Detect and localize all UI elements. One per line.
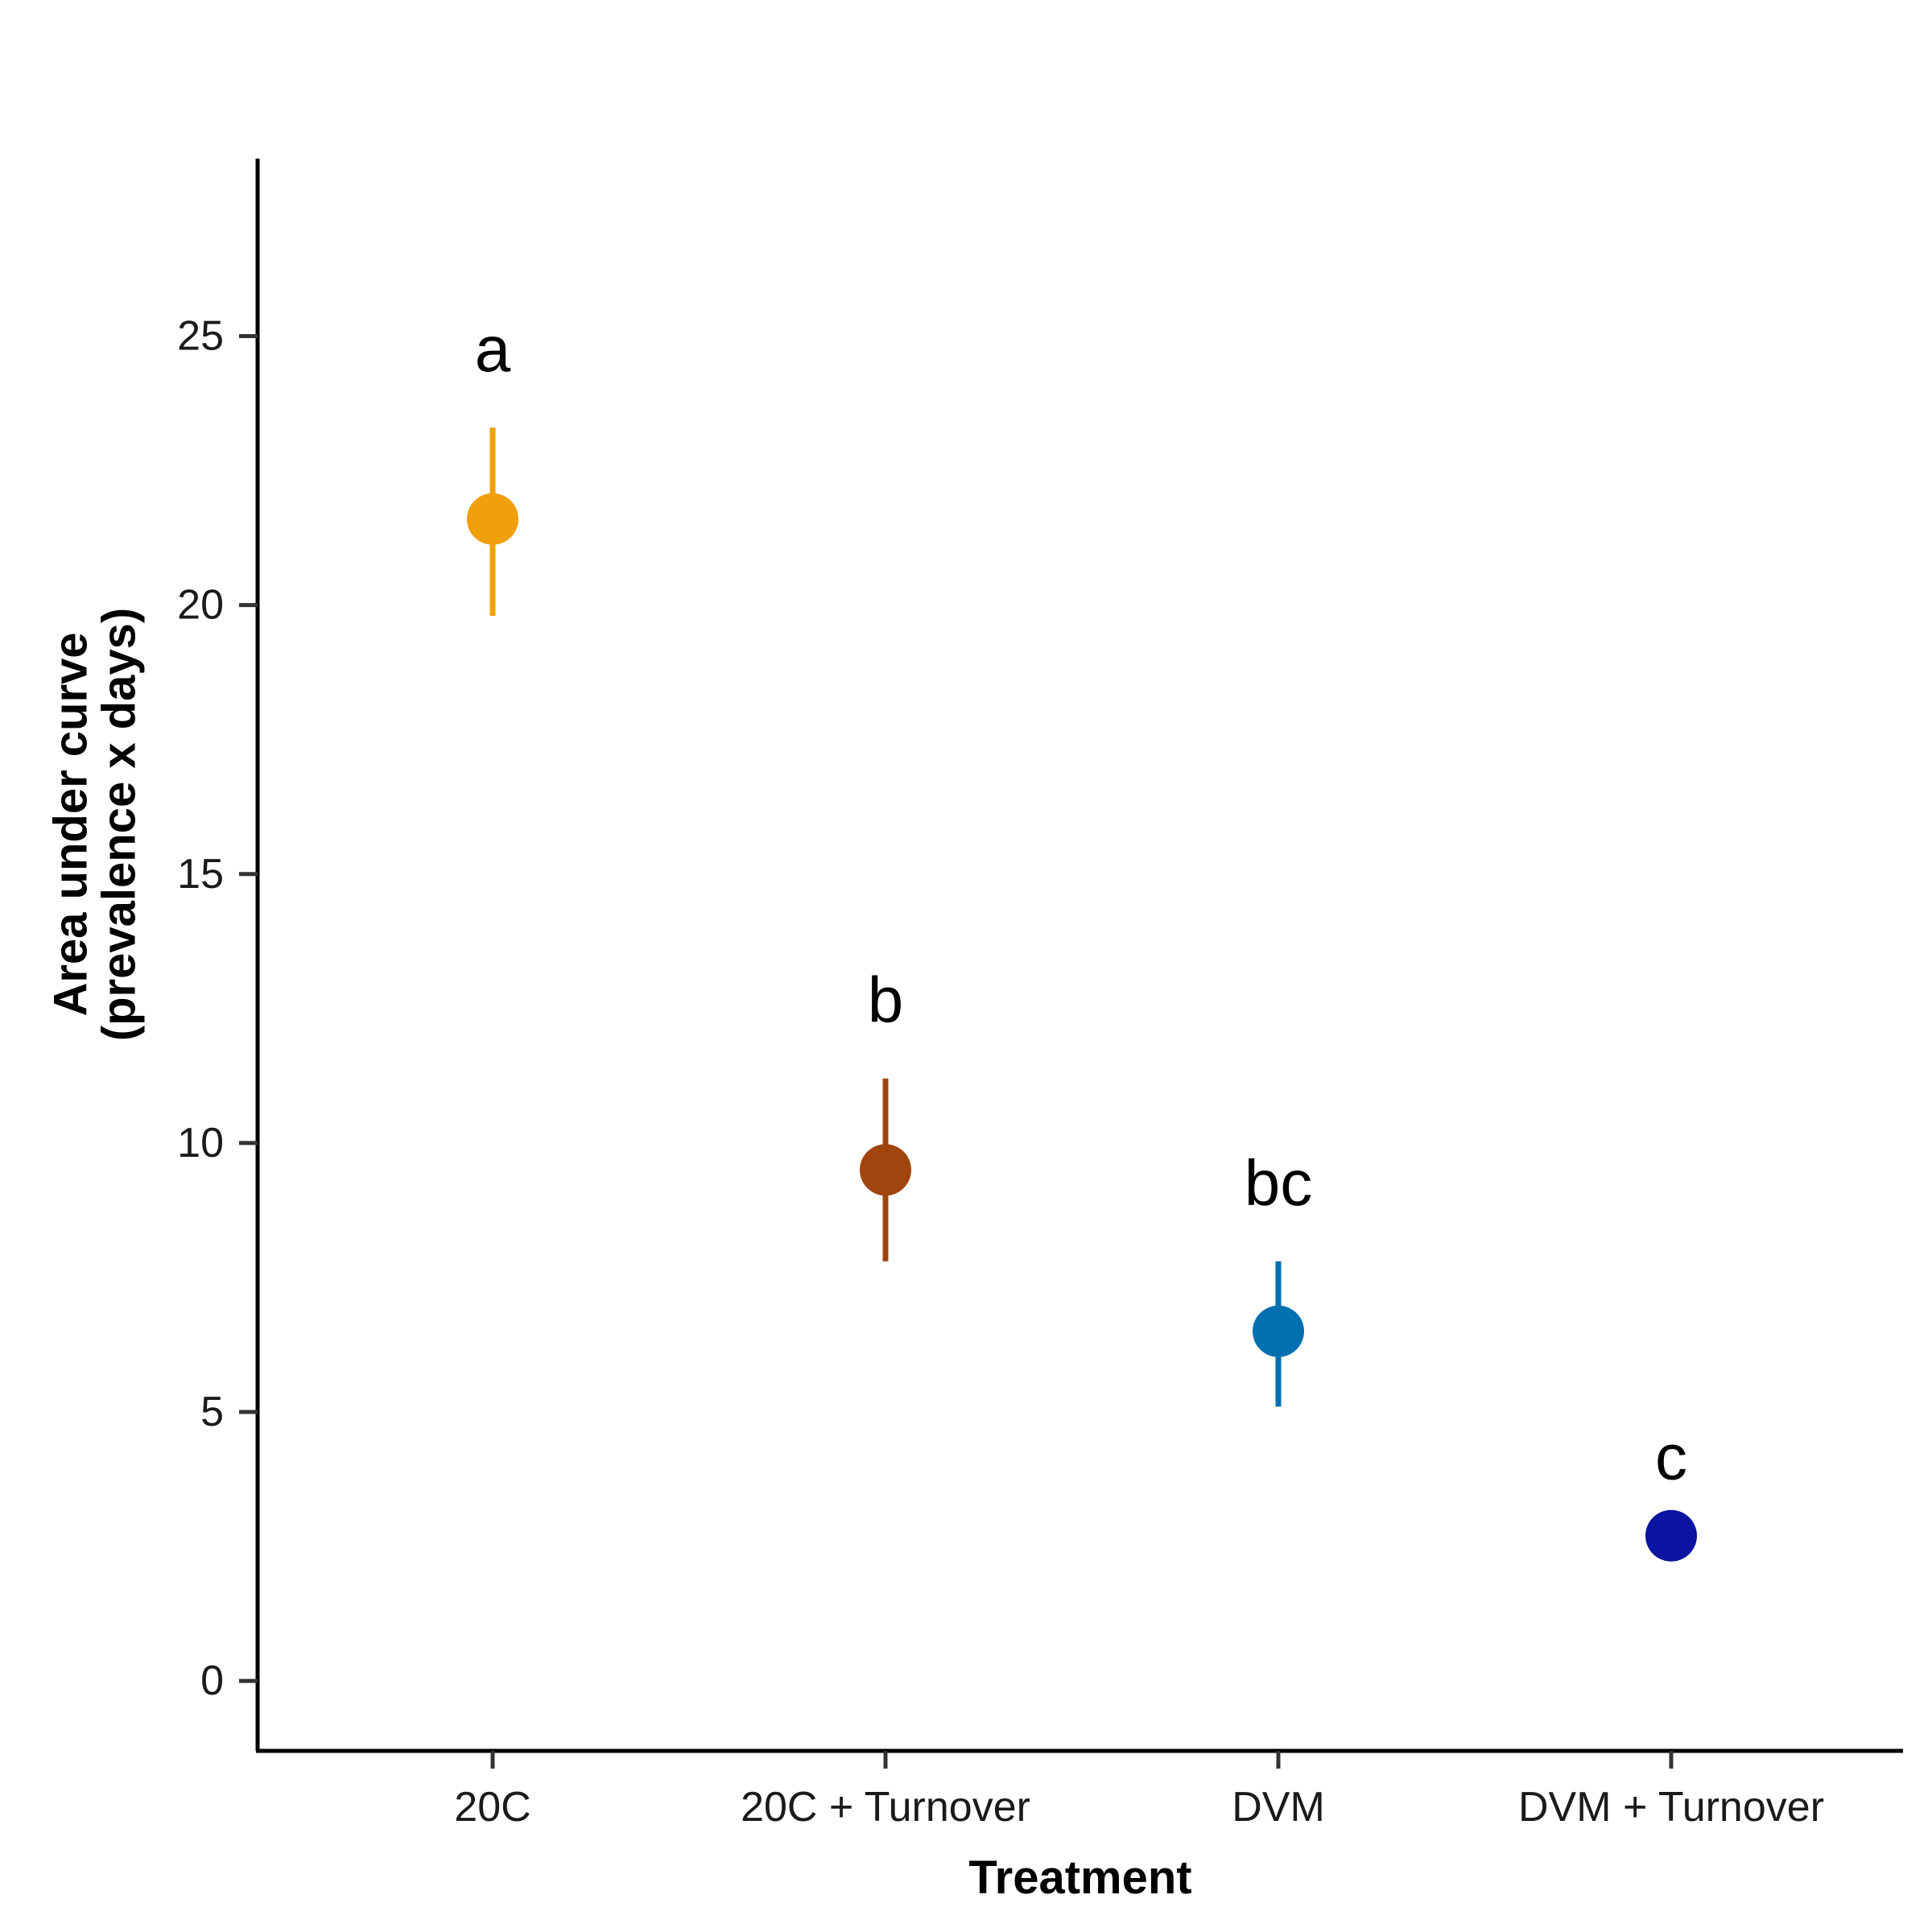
y-axis-title-line-1: Area under curve [45,632,97,1016]
data-point [1645,1509,1697,1562]
y-axis-title: Area under curve (prevalence x days) [45,608,146,1041]
y-axis-ticks: 0 5 10 15 20 25 [177,313,258,1704]
significance-label: a [475,313,511,385]
x-axis-ticks: 20C 20C + Turnover DVM DVM + Turnover [454,1751,1824,1831]
x-tick-label: 20C [454,1784,530,1831]
data-point [860,1144,911,1196]
plot-area: a b bc c [467,313,1697,1562]
y-tick-label: 10 [177,1120,224,1166]
data-point [1253,1305,1304,1357]
significance-label: c [1655,1422,1687,1493]
x-tick-label: DVM [1232,1784,1325,1831]
y-tick-label: 0 [200,1657,224,1704]
x-tick-label: DVM + Turnover [1518,1784,1824,1831]
x-tick-label: 20C + Turnover [741,1784,1030,1831]
significance-label: b [868,964,904,1036]
y-axis-title-line-2: (prevalence x days) [93,608,146,1041]
y-tick-label: 25 [177,313,224,360]
y-tick-label: 20 [177,582,224,629]
data-point [467,493,518,545]
y-tick-label: 5 [200,1389,224,1435]
x-axis-title: Treatment [968,1852,1191,1904]
significance-label: bc [1245,1147,1313,1219]
y-tick-label: 15 [177,851,224,898]
